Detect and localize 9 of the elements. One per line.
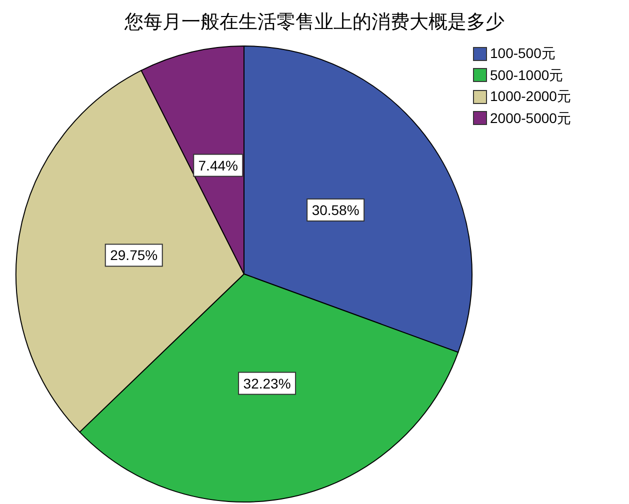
data-label: 30.58% [312, 202, 360, 218]
legend-label: 100-500元 [490, 44, 556, 63]
legend-label: 500-1000元 [490, 66, 564, 84]
data-label: 32.23% [243, 375, 291, 392]
chart-title: 您每月一般在生活零售业上的消费大概是多少 [124, 11, 506, 35]
legend-label: 2000-5000元 [490, 108, 571, 128]
data-label: 29.75% [110, 247, 158, 264]
legend-label: 1000-2000元 [490, 87, 571, 106]
data-label: 7.44% [198, 157, 238, 174]
